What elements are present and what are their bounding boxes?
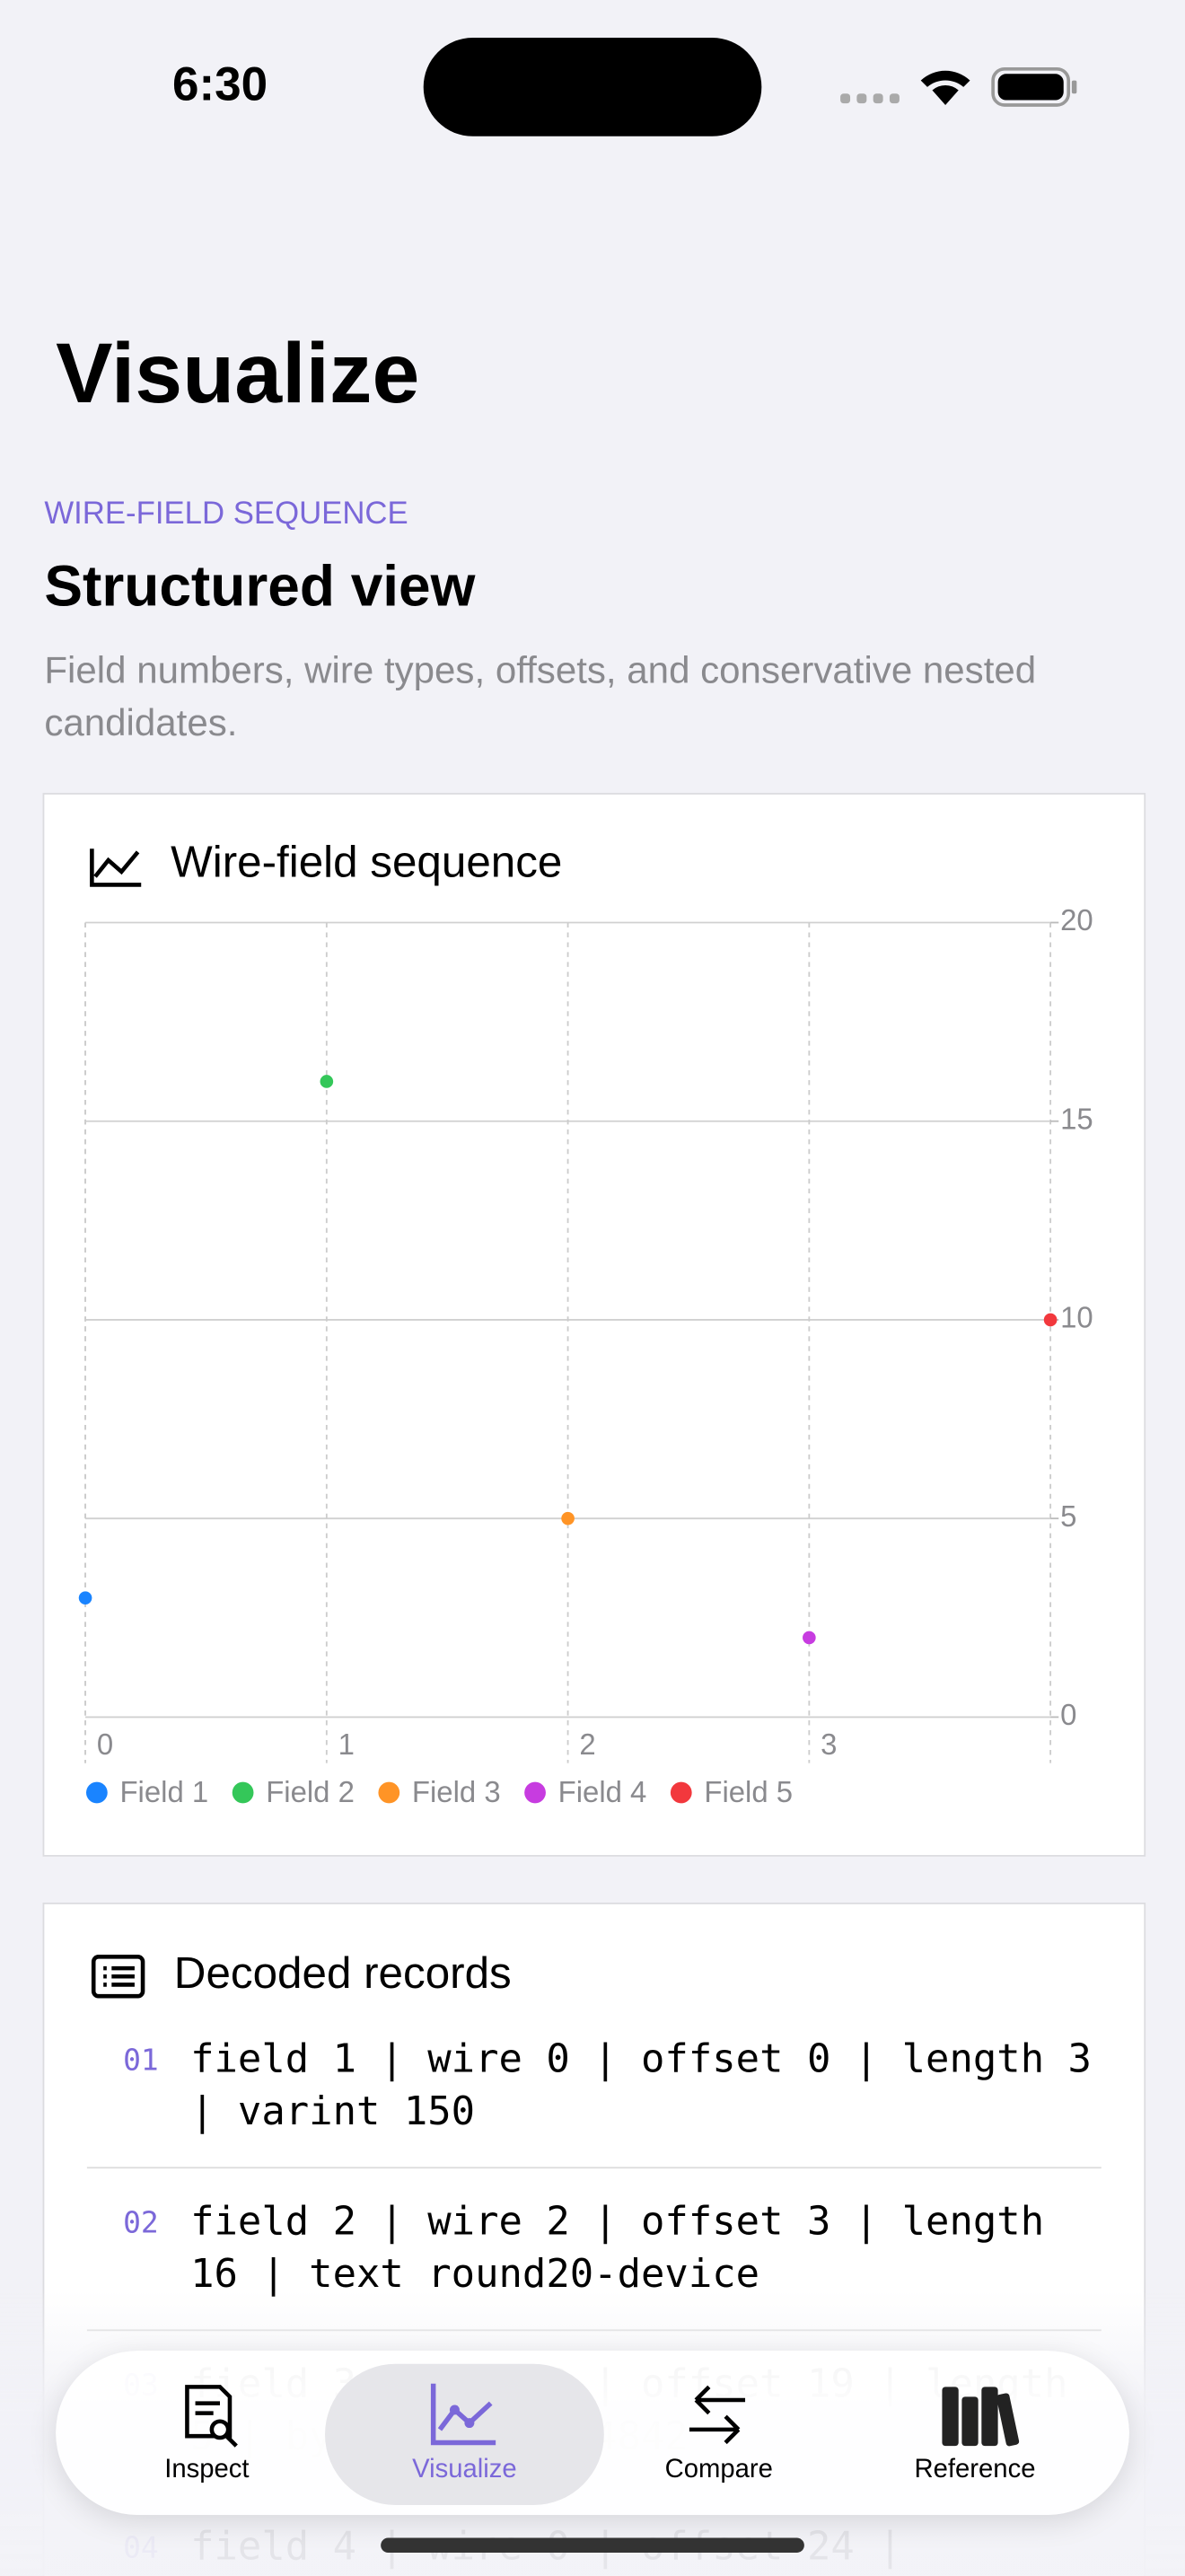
eyebrow: WIRE-FIELD SEQUENCE — [44, 497, 408, 532]
record-text: field 1 | wire 0 | offset 0 | length 3 |… — [190, 2035, 1092, 2134]
legend-swatch — [85, 1781, 108, 1804]
tab-label[interactable]: Inspect — [164, 2456, 250, 2484]
chart-icon — [90, 848, 142, 887]
records-title: Decoded records — [173, 1948, 512, 1999]
section-heading: Structured view — [44, 554, 476, 620]
y-tick-label: 20 — [1060, 903, 1093, 936]
y-tick-label: 15 — [1060, 1102, 1093, 1135]
legend-swatch — [670, 1781, 692, 1804]
record-row: 02 field 2 | wire 2 | offset 3 | length 1… — [86, 2194, 1102, 2332]
tab-icons — [185, 2383, 1020, 2448]
record-text: field 2 | wire 2 | offset 3 | length 16 … — [190, 2198, 1045, 2297]
point — [561, 1511, 575, 1525]
legend-label: Field 1 — [119, 1775, 208, 1808]
page-title: Visualize — [56, 326, 420, 422]
record-index: 02 — [123, 2206, 159, 2241]
legend-swatch — [524, 1781, 546, 1804]
chart: Wire-field sequence 0 5 10 15 20 0 1 2 3 Field 1 F… — [78, 838, 1093, 1808]
tab-label[interactable]: Visualize — [412, 2456, 517, 2484]
record-row: 01 field 1 | wire 0 | offset 0 | length 3… — [86, 2032, 1102, 2169]
records-icon — [91, 1955, 145, 1999]
x-tick-label: 2 — [579, 1728, 595, 1761]
y-tick-label: 0 — [1060, 1698, 1076, 1731]
record-index: 01 — [123, 2044, 159, 2079]
tab-bar: Inspect Visualize Compare Reference — [56, 2351, 1129, 2515]
point — [1043, 1313, 1058, 1327]
home-indicator — [381, 2537, 804, 2554]
tab-label[interactable]: Compare — [664, 2456, 773, 2484]
legend-label: Field 3 — [412, 1775, 501, 1808]
legend-swatch — [232, 1781, 254, 1804]
chart-card — [42, 793, 1146, 1857]
y-tick-label: 5 — [1060, 1499, 1076, 1533]
chart-title: Wire-field sequence — [171, 838, 562, 887]
legend-label: Field 2 — [266, 1775, 355, 1808]
status-icons — [840, 66, 1077, 107]
y-tick-label: 10 — [1060, 1301, 1093, 1334]
status-time: 6:30 — [171, 58, 268, 112]
point — [78, 1591, 92, 1605]
section-description: Field numbers, wire types, offsets, and … — [44, 648, 1037, 744]
legend-label: Field 5 — [704, 1775, 793, 1808]
x-tick-label: 0 — [97, 1728, 113, 1761]
x-tick-label: 3 — [821, 1728, 837, 1761]
tab-label[interactable]: Reference — [914, 2456, 1036, 2484]
point — [803, 1631, 816, 1645]
tab-selected-bg — [325, 2363, 604, 2505]
legend-swatch — [378, 1781, 400, 1804]
dynamic-island — [423, 38, 762, 136]
x-tick-label: 1 — [338, 1728, 355, 1761]
legend-label: Field 4 — [558, 1775, 647, 1808]
point — [320, 1075, 334, 1088]
